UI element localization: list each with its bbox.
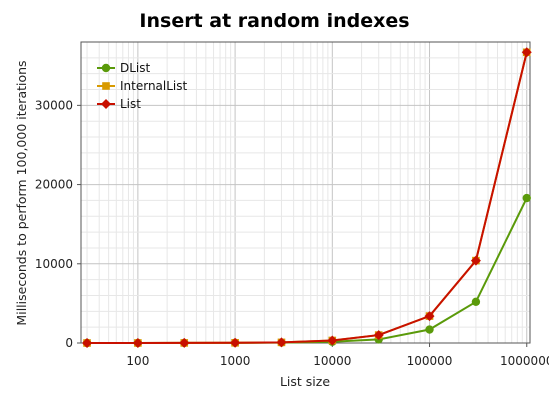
- data-point: [327, 335, 338, 346]
- data-point: [470, 255, 481, 266]
- legend-label: List: [120, 97, 141, 111]
- data-point: [82, 337, 93, 348]
- x-tick-label: 1000000: [500, 354, 549, 368]
- legend-label: InternalList: [120, 79, 188, 93]
- data-point: [424, 311, 435, 322]
- y-tick-label: 0: [65, 336, 73, 350]
- y-axis-ticks: 0 10000 20000 30000: [35, 98, 81, 350]
- x-tick-label: 100000: [407, 354, 453, 368]
- legend: DList InternalList List: [97, 61, 188, 111]
- data-point: [276, 337, 287, 348]
- x-tick-label: 10000: [313, 354, 351, 368]
- series-line: [87, 52, 528, 344]
- series-list: [82, 47, 532, 348]
- data-point: [373, 330, 384, 341]
- data-point: [471, 297, 481, 307]
- grid: [81, 41, 530, 344]
- data-point: [132, 337, 143, 348]
- chart-title: Insert at random indexes: [139, 10, 410, 32]
- legend-marker: [102, 82, 110, 90]
- data-point: [521, 47, 532, 58]
- data-point: [230, 337, 241, 348]
- y-tick-label: 30000: [35, 98, 73, 112]
- legend-marker: [101, 63, 111, 73]
- series-line: [87, 197, 528, 344]
- legend-label: DList: [120, 61, 151, 75]
- x-tick-label: 1000: [220, 354, 251, 368]
- data-point: [522, 193, 531, 203]
- y-tick-label: 20000: [35, 178, 73, 192]
- y-tick-label: 10000: [35, 257, 73, 271]
- legend-marker: [101, 99, 111, 109]
- x-tick-label: 100: [126, 354, 149, 368]
- series-layer: [82, 47, 532, 348]
- x-axis-label: List size: [280, 374, 330, 389]
- y-axis-label: Milliseconds to perform 100,000 iteratio…: [14, 60, 29, 325]
- data-point: [179, 337, 190, 348]
- series-line: [87, 52, 528, 344]
- data-point: [425, 325, 434, 334]
- x-axis-ticks: 100 1000 10000 100000 1000000: [126, 343, 549, 368]
- series-dlist: [82, 193, 531, 348]
- series-internallist: [83, 48, 531, 347]
